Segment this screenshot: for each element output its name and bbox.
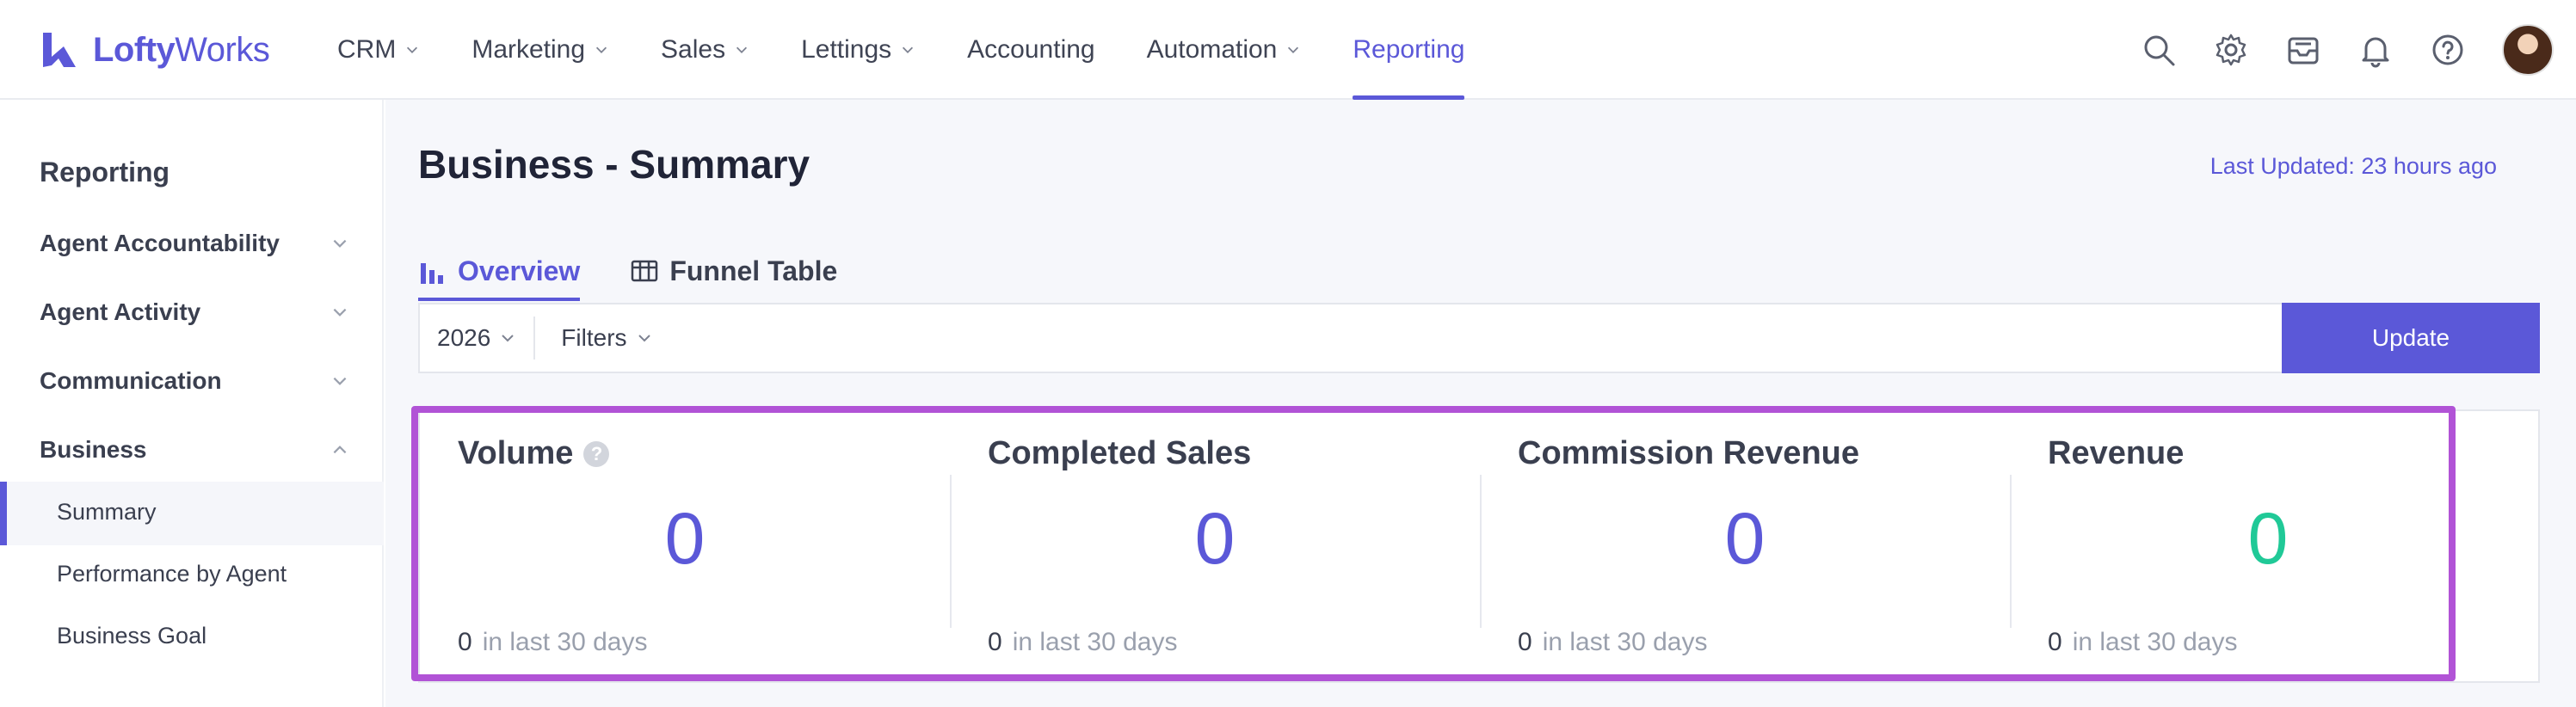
search-icon[interactable] [2141,32,2177,68]
filters-dropdown[interactable]: Filters [535,324,678,352]
tab-overview[interactable]: Overview [418,241,581,301]
metric-recent: 0 in last 30 days [458,628,647,657]
bell-icon[interactable] [2357,32,2394,68]
help-icon[interactable]: ? [583,440,610,467]
chevron-down-icon [502,335,515,342]
metric-value: 0 [1724,498,1766,579]
chevron-down-icon [333,239,347,248]
sidebar-group-label: Agent Accountability [40,230,280,256]
last-updated: Last Updated: 23 hours ago [2209,153,2497,179]
sidebar-group-agent-accountability[interactable]: Agent Accountability [40,222,349,265]
metrics-card: Volume ? 0 0 in last 30 days Completed Sa… [418,409,2540,683]
nav-item-automation[interactable]: Automation [1121,0,1328,100]
metric-value: 0 [1194,498,1236,579]
tabs: Overview Funnel Table [418,241,887,301]
recent-count: 0 [2048,628,2062,656]
page-title: Business - Summary [418,142,810,187]
year-select[interactable]: 2026 [420,317,536,360]
bar-chart-icon [421,263,443,284]
metric-value: 0 [2247,498,2289,579]
help-icon[interactable] [2430,32,2466,68]
chevron-down-icon [1288,46,1299,53]
gear-icon[interactable] [2213,32,2249,68]
metric-divider [950,475,952,628]
metric-divider [2010,475,2012,628]
chevron-down-icon [903,46,914,53]
chevron-down-icon [638,335,650,342]
metric-divider [1480,475,1482,628]
update-button[interactable]: Update [2282,303,2540,373]
recent-count: 0 [1518,628,1532,656]
metric-title: Commission Revenue [1518,435,1859,471]
metric-revenue: Revenue 0 0 in last 30 days [2010,411,2526,685]
metric-recent: 0 in last 30 days [988,628,1177,657]
metric-title: Revenue [2048,435,2185,471]
chevron-down-icon [407,46,418,53]
inbox-icon[interactable] [2285,32,2321,68]
recent-label: in last 30 days [1542,628,1708,656]
app-logo[interactable]: LoftyWorks [38,24,270,76]
recent-count: 0 [458,628,472,656]
sidebar-group-business[interactable]: Business [40,428,349,471]
sidebar-group-communication[interactable]: Communication [40,360,349,403]
filter-bar: 2026 Filters Update [418,303,2540,373]
nav-label: Lettings [801,35,892,64]
nav-item-marketing[interactable]: Marketing [446,0,635,100]
sidebar-item-performance-by-agent[interactable]: Performance by Agent [57,561,287,587]
recent-count: 0 [988,628,1002,656]
metric-title-text: Volume [458,435,574,471]
sidebar: Reporting Agent Accountability Agent Act… [0,100,384,707]
sidebar-group-label: Agent Activity [40,298,201,325]
nav-item-reporting[interactable]: Reporting [1327,0,1490,100]
top-icons [2141,21,2554,79]
nav-item-sales[interactable]: Sales [635,0,775,100]
sidebar-group-agent-activity[interactable]: Agent Activity [40,291,349,334]
recent-label: in last 30 days [1012,628,1178,656]
logo-text: LoftyWorks [93,30,270,69]
main-nav: CRM Marketing Sales Lettings Accounting … [337,0,1490,100]
nav-item-accounting[interactable]: Accounting [941,0,1120,100]
filters-label: Filters [561,324,627,351]
metric-completed-sales: Completed Sales 0 0 in last 30 days [950,411,1480,685]
nav-label: Automation [1146,35,1278,64]
nav-label: Reporting [1353,35,1465,64]
sidebar-group-label: Communication [40,367,222,394]
metric-title: Volume ? [458,435,610,472]
metric-commission-revenue: Commission Revenue 0 0 in last 30 days [1480,411,2010,685]
main-content: Business - Summary Last Updated: 23 hour… [385,100,2576,707]
chevron-down-icon [333,377,347,385]
chevron-down-icon [333,308,347,317]
metric-volume: Volume ? 0 0 in last 30 days [420,411,950,685]
tab-label: Overview [458,255,581,286]
sidebar-active-indicator [0,482,384,545]
chevron-down-icon [736,46,748,53]
sidebar-title: Reporting [40,157,170,188]
metric-recent: 0 in last 30 days [2048,628,2237,657]
metric-recent: 0 in last 30 days [1518,628,1707,657]
table-icon [632,260,658,282]
recent-label: in last 30 days [482,628,648,656]
year-value: 2026 [437,324,491,351]
nav-label: Accounting [967,35,1095,64]
recent-label: in last 30 days [2072,628,2238,656]
top-navigation-bar: LoftyWorks CRM Marketing Sales Lettings … [0,0,2576,100]
metric-value: 0 [664,498,706,579]
nav-label: CRM [337,35,397,64]
nav-label: Sales [661,35,726,64]
nav-item-lettings[interactable]: Lettings [775,0,941,100]
sidebar-group-label: Business [40,436,147,463]
avatar[interactable] [2502,24,2554,76]
nav-label: Marketing [471,35,586,64]
metric-title: Completed Sales [988,435,1252,471]
chevron-down-icon [596,46,607,53]
sidebar-item-business-goal[interactable]: Business Goal [57,623,207,649]
sidebar-item-summary[interactable]: Summary [57,499,157,525]
lofty-logo-icon [43,33,76,67]
tab-funnel-table[interactable]: Funnel Table [630,241,837,301]
nav-item-crm[interactable]: CRM [337,0,446,100]
tab-label: Funnel Table [669,255,838,286]
chevron-up-icon [333,446,347,454]
